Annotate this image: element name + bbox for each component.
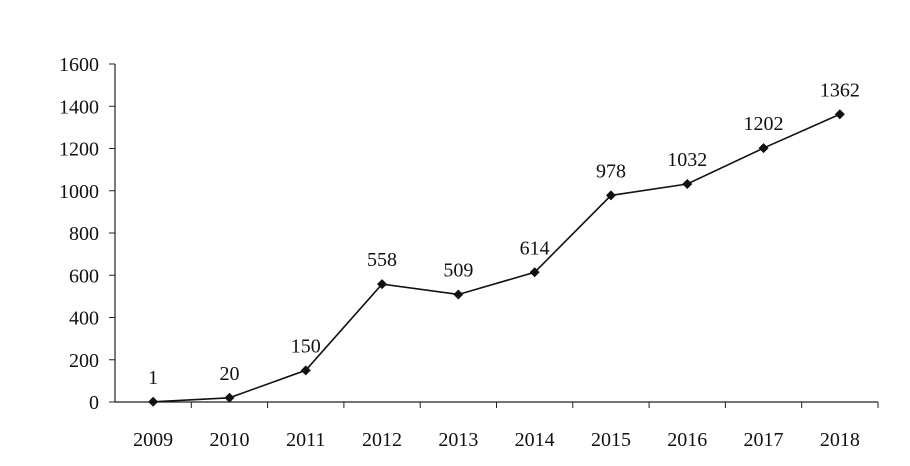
x-tick-label: 2010 [209, 429, 249, 451]
data-point-marker [453, 289, 464, 300]
x-tick-label: 2018 [820, 429, 860, 451]
y-tick-label: 600 [69, 265, 99, 287]
y-axis-ticks: 0 200 400 600 800 1000 1200 1400 1600 [59, 54, 115, 414]
x-axis-ticks: 2009 2010 2011 2012 2013 2014 2015 2016 2017 2018 [133, 402, 879, 451]
data-label: 509 [443, 259, 473, 281]
y-tick-label: 1200 [59, 139, 99, 161]
data-point-marker [605, 190, 616, 201]
data-point-marker [834, 109, 845, 120]
x-tick-label: 2013 [438, 429, 478, 451]
data-point-marker [758, 143, 769, 154]
y-tick-label: 1600 [59, 54, 99, 76]
x-tick-label: 2009 [133, 429, 173, 451]
data-point-marker [377, 279, 388, 290]
data-point-marker [300, 365, 311, 376]
data-label: 1 [148, 367, 158, 389]
y-tick-label: 200 [69, 350, 99, 372]
x-tick-label: 2011 [286, 429, 325, 451]
data-point-marker [529, 267, 540, 278]
data-label: 150 [291, 335, 321, 357]
data-label: 1362 [820, 79, 860, 101]
y-tick-label: 400 [69, 308, 99, 330]
series-group: 1 20 150 558 509 614 978 1032 1202 1362 [148, 79, 860, 407]
x-tick-label: 2016 [667, 429, 707, 451]
y-tick-label: 1000 [59, 181, 99, 203]
y-tick-label: 0 [89, 392, 99, 414]
data-label: 20 [219, 363, 239, 385]
y-tick-label: 800 [69, 223, 99, 245]
data-point-marker [224, 392, 235, 403]
data-label: 614 [520, 237, 550, 259]
data-label: 1032 [667, 149, 707, 171]
y-tick-label: 1400 [59, 96, 99, 118]
data-label: 558 [367, 249, 397, 271]
data-point-marker [148, 396, 159, 407]
x-tick-label: 2012 [362, 429, 402, 451]
data-point-marker [682, 178, 693, 189]
data-label: 978 [596, 160, 626, 182]
x-tick-label: 2017 [744, 429, 784, 451]
x-tick-label: 2015 [591, 429, 631, 451]
x-tick-label: 2014 [515, 429, 555, 451]
data-label: 1202 [744, 113, 784, 135]
series-line [153, 113, 841, 403]
